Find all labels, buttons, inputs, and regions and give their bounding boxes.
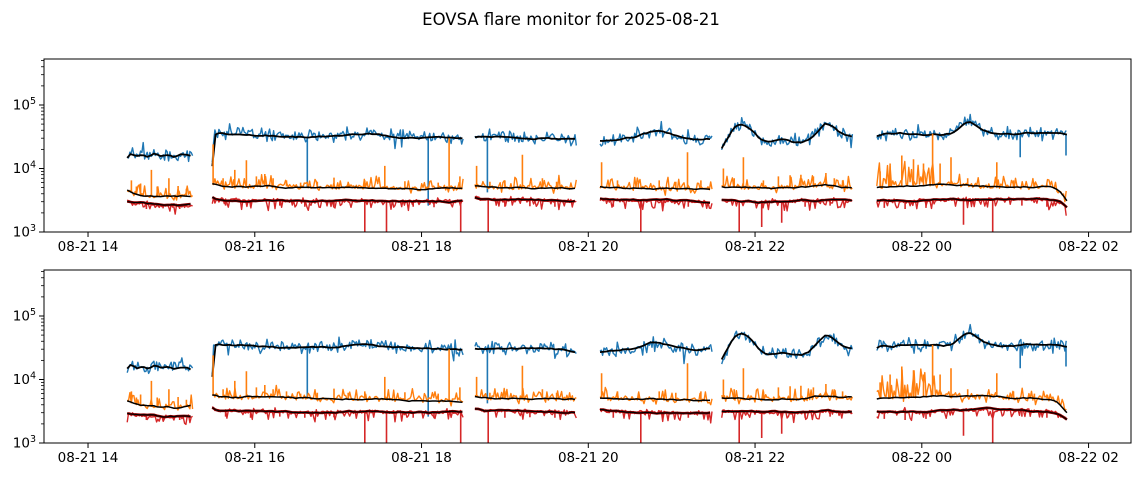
total-power-low-spikes: [145, 409, 1048, 443]
x-tick-label: 08-22 00: [891, 239, 952, 255]
x-tick-label: 08-22 02: [1058, 239, 1119, 255]
total-power-mid-median: [126, 394, 1068, 414]
axes-spines: [43, 269, 1132, 444]
y-tick-label: 104: [13, 370, 36, 388]
total-power-high-spikes: [306, 134, 1067, 206]
x-tick-label: 08-21 18: [391, 239, 452, 255]
total-power-high-band: [126, 323, 1067, 375]
x-tick-label: 08-21 14: [58, 450, 119, 466]
y-tick-label: 103: [13, 223, 36, 241]
x-tick-label: 08-21 14: [58, 239, 119, 255]
total-power-low-median: [127, 196, 1068, 208]
flux-panel-upper: 08-21 14 08-21 16 08-21 18 08-21 20 08-21 22…: [13, 58, 1132, 255]
y-tick-label: 104: [13, 159, 36, 177]
total-power-low-spikes: [145, 198, 1048, 232]
x-tick-label: 08-21 18: [391, 450, 452, 466]
figure-title: EOVSA flare monitor for 2025-08-21: [422, 10, 720, 29]
total-power-mid-spikes: [130, 344, 1048, 408]
x-tick-label: 08-21 22: [725, 239, 786, 255]
x-tick-label: 08-21 16: [224, 450, 285, 466]
x-tick-label: 08-21 16: [224, 239, 285, 255]
total-power-high-band: [126, 113, 1067, 163]
y-tick-label: 103: [13, 434, 36, 452]
total-power-mid-spikes: [130, 133, 1048, 197]
total-power-high-spikes: [306, 345, 1067, 417]
total-power-high-median: [126, 121, 1068, 167]
plot-area: [126, 323, 1068, 443]
axes-spines: [43, 58, 1132, 233]
x-tick-label: 08-21 22: [725, 450, 786, 466]
total-power-high-median: [126, 332, 1068, 377]
flux-panel-lower: 08-21 14 08-21 16 08-21 18 08-21 20 08-21 22…: [13, 269, 1132, 466]
total-power-low-median: [127, 407, 1068, 420]
x-tick-label: 08-22 00: [891, 450, 952, 466]
x-tick-label: 08-21 20: [558, 450, 619, 466]
x-tick-label: 08-21 20: [558, 239, 619, 255]
y-tick-label: 105: [13, 96, 36, 114]
y-tick-label: 105: [13, 307, 36, 325]
total-power-mid-median: [126, 182, 1068, 202]
total-power-mid-band: [126, 160, 1067, 203]
x-tick-label: 08-22 02: [1058, 450, 1119, 466]
plot-area: [126, 113, 1068, 232]
total-power-mid-band: [127, 368, 1067, 412]
